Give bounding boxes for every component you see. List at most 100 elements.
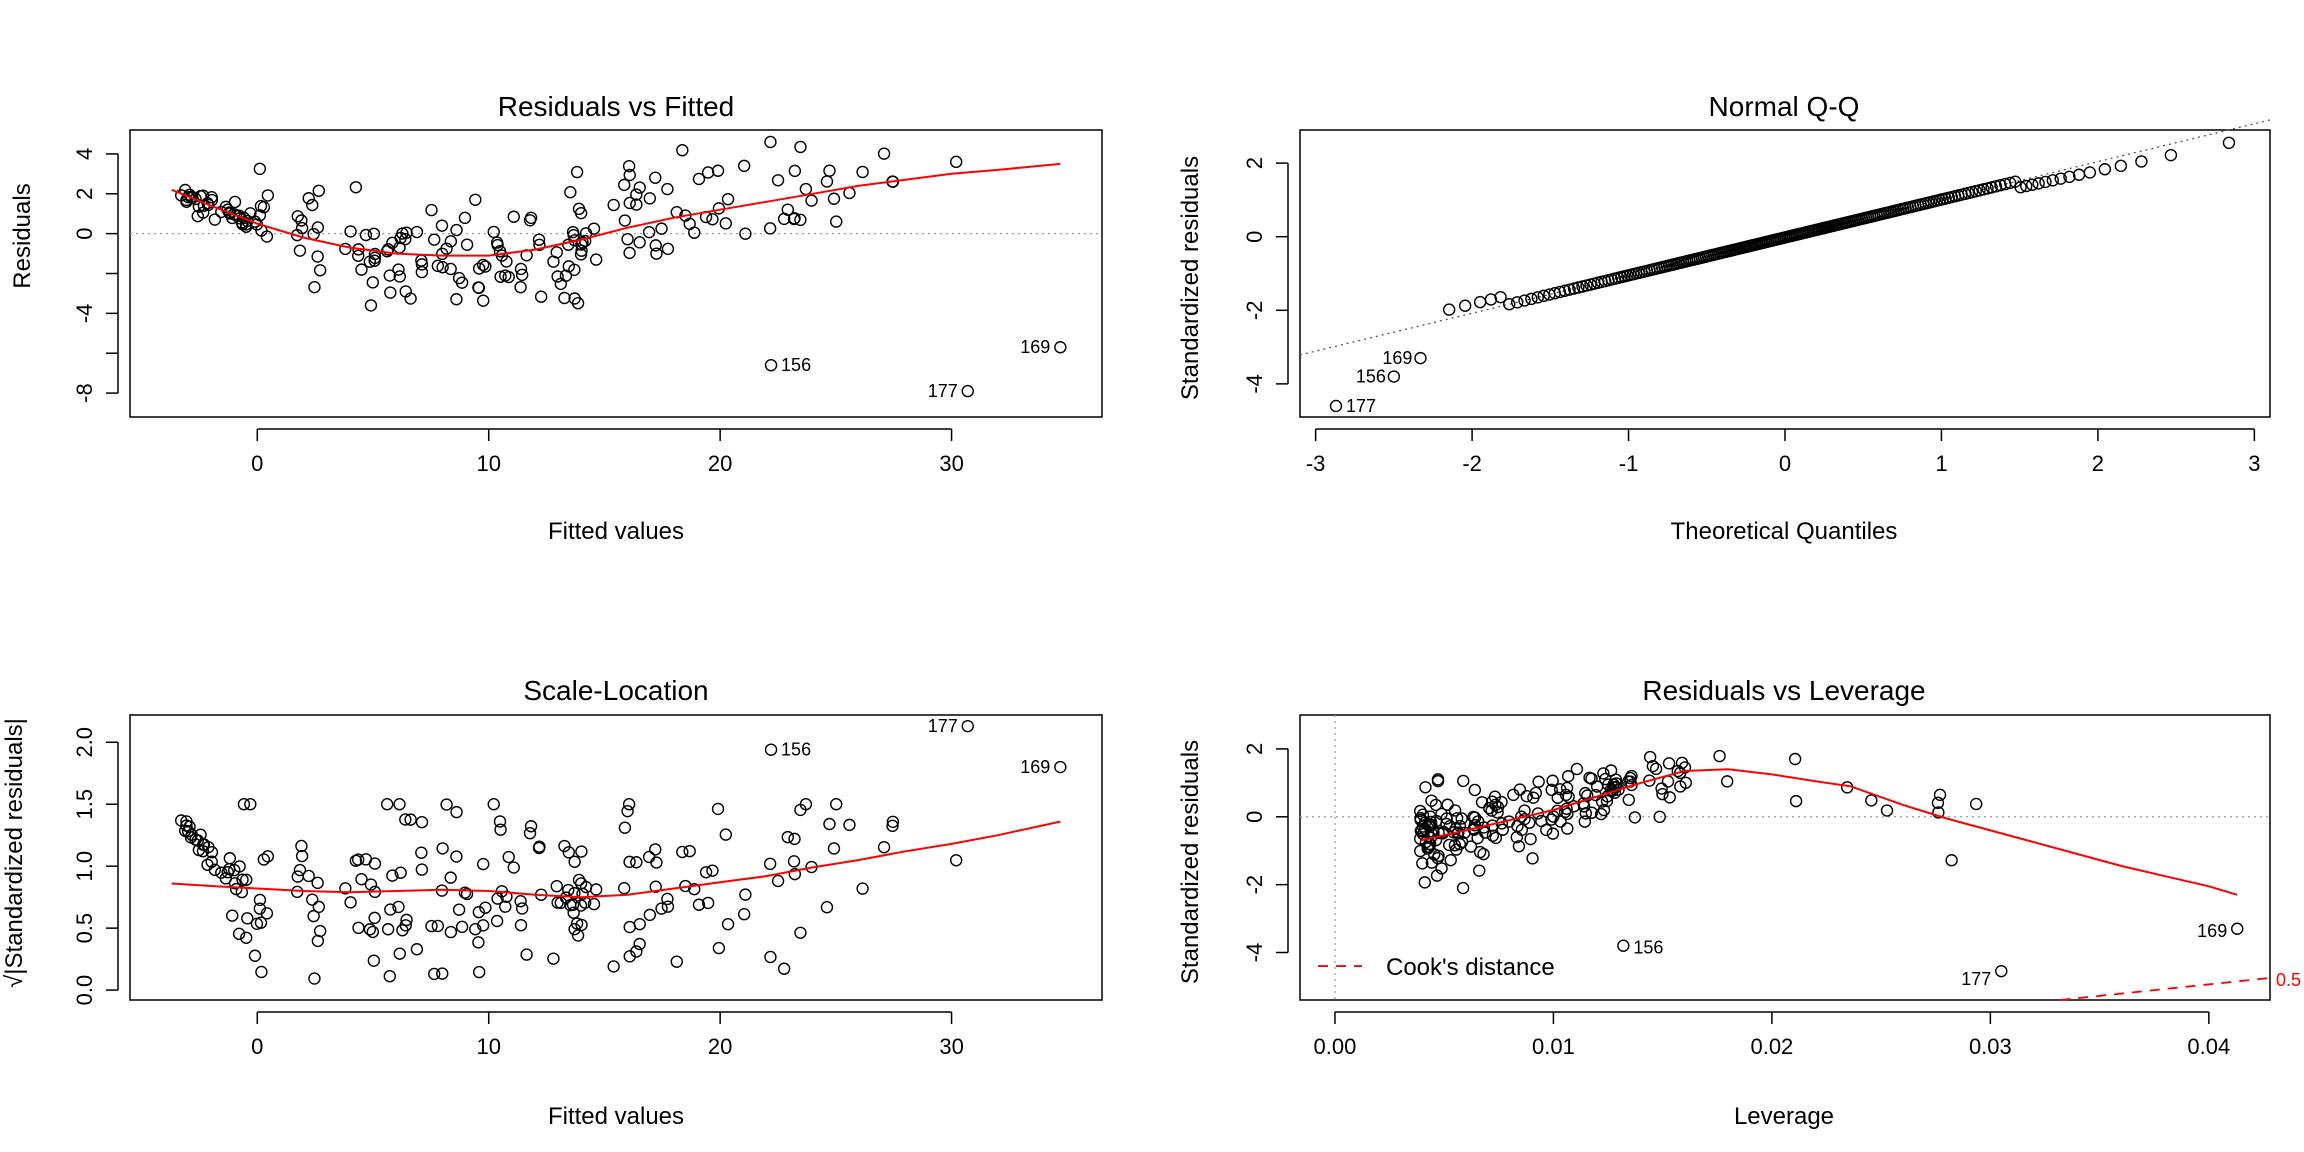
data-point bbox=[307, 909, 320, 923]
data-point bbox=[533, 238, 546, 252]
data-point bbox=[1945, 854, 1958, 867]
data-point bbox=[1577, 797, 1590, 810]
data-point bbox=[950, 854, 963, 867]
data-point bbox=[180, 819, 193, 832]
data-point bbox=[1442, 303, 1456, 316]
data-point bbox=[359, 853, 373, 866]
data-point bbox=[1503, 298, 1516, 311]
data-point bbox=[650, 247, 663, 260]
data-point bbox=[344, 225, 357, 238]
data-point bbox=[534, 290, 548, 303]
data-point bbox=[295, 839, 308, 853]
data-point bbox=[260, 907, 274, 920]
data-point bbox=[2003, 176, 2017, 190]
data-point bbox=[444, 925, 458, 939]
data-point bbox=[1456, 881, 1470, 895]
data-point bbox=[1655, 782, 1668, 795]
data-point bbox=[564, 898, 577, 912]
data-point bbox=[1448, 804, 1462, 817]
data-point bbox=[1486, 829, 1500, 842]
residuals-vs-fitted-panel: Residuals vs Fitted Fitted values Residu… bbox=[9, 91, 1103, 545]
smooth-line bbox=[1419, 768, 2238, 896]
data-point bbox=[1457, 774, 1470, 788]
data-point bbox=[706, 864, 719, 877]
data-point bbox=[1563, 283, 1576, 296]
data-point bbox=[1545, 813, 1558, 826]
y-tick-label: 2 bbox=[72, 188, 97, 200]
data-point bbox=[184, 831, 198, 844]
data-point bbox=[1985, 181, 1998, 194]
data-point bbox=[1933, 788, 1947, 802]
x-tick-label: 1 bbox=[1935, 451, 1947, 476]
cooks-distance-level-label: 0.5 bbox=[2276, 970, 2301, 990]
y-tick-label: -2 bbox=[1242, 875, 1267, 895]
data-point bbox=[1880, 804, 1894, 817]
data-point bbox=[1429, 798, 1443, 812]
data-point bbox=[1468, 783, 1482, 797]
x-tick-label: 0.00 bbox=[1314, 1034, 1357, 1059]
outlier-point bbox=[764, 743, 778, 756]
data-point bbox=[547, 952, 560, 965]
data-point bbox=[1458, 299, 1472, 312]
data-point bbox=[450, 223, 463, 237]
data-point bbox=[228, 863, 241, 877]
x-tick-label: 10 bbox=[476, 1034, 500, 1059]
data-point bbox=[1448, 839, 1462, 852]
data-point bbox=[661, 900, 675, 913]
outlier-point bbox=[1054, 341, 1067, 354]
data-point bbox=[1646, 759, 1660, 773]
data-point bbox=[823, 817, 836, 831]
data-point bbox=[393, 270, 406, 283]
data-point bbox=[642, 850, 656, 864]
plot-frame bbox=[129, 129, 1103, 418]
data-point bbox=[312, 184, 326, 197]
data-point bbox=[570, 165, 584, 179]
data-point bbox=[550, 879, 563, 893]
x-tick-label: 30 bbox=[939, 451, 963, 476]
data-point bbox=[490, 236, 504, 249]
data-point bbox=[1518, 812, 1531, 826]
data-point bbox=[1602, 778, 1615, 791]
data-point bbox=[737, 908, 751, 921]
data-point bbox=[254, 916, 268, 929]
data-point bbox=[352, 921, 365, 935]
x-tick-label: 30 bbox=[939, 1034, 963, 1059]
data-point bbox=[856, 882, 869, 895]
data-point bbox=[450, 805, 463, 819]
data-point bbox=[764, 950, 777, 964]
data-point bbox=[396, 227, 409, 240]
data-point bbox=[392, 263, 405, 276]
data-point bbox=[524, 211, 538, 225]
data-point bbox=[2114, 159, 2128, 173]
data-point bbox=[623, 168, 636, 182]
data-point bbox=[576, 887, 589, 901]
data-point bbox=[1643, 774, 1656, 787]
outlier-label: 169 bbox=[1020, 337, 1050, 357]
outlier-label: 156 bbox=[1633, 938, 1663, 958]
data-point bbox=[255, 965, 268, 979]
data-point bbox=[1527, 791, 1540, 804]
data-point bbox=[514, 281, 527, 294]
x-tick-label: 0.02 bbox=[1750, 1034, 1793, 1059]
data-point bbox=[532, 841, 546, 855]
y-axis-label: Residuals bbox=[9, 183, 36, 288]
y-tick-label: 0 bbox=[1242, 231, 1267, 243]
data-point bbox=[197, 838, 211, 851]
data-point bbox=[1440, 817, 1453, 831]
data-point bbox=[1597, 767, 1610, 780]
data-point bbox=[630, 856, 643, 869]
data-point bbox=[1643, 750, 1657, 764]
outlier-label: 169 bbox=[2197, 921, 2227, 941]
data-point bbox=[1931, 796, 1945, 810]
data-point bbox=[367, 954, 381, 967]
outlier-label: 177 bbox=[1346, 396, 1376, 416]
x-axis-label: Theoretical Quantiles bbox=[1671, 518, 1898, 545]
data-point bbox=[1788, 752, 1802, 766]
data-point bbox=[431, 259, 445, 273]
y-tick-label: -2 bbox=[1242, 301, 1267, 321]
data-point bbox=[1625, 769, 1638, 783]
data-point bbox=[1561, 822, 1574, 835]
data-point bbox=[623, 855, 636, 869]
data-point bbox=[450, 850, 463, 863]
